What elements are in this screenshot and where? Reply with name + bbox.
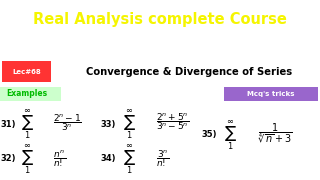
Text: $\dfrac{2^n + 5^n}{3^n - 5^n}$: $\dfrac{2^n + 5^n}{3^n - 5^n}$ bbox=[156, 111, 189, 132]
Text: Real Analysis complete Course: Real Analysis complete Course bbox=[33, 12, 287, 26]
Text: $\dfrac{n^n}{n!}$: $\dfrac{n^n}{n!}$ bbox=[53, 148, 66, 169]
Text: Lec#68: Lec#68 bbox=[12, 69, 41, 75]
Text: $\sum_{1}^{\infty}$: $\sum_{1}^{\infty}$ bbox=[123, 107, 136, 141]
Text: 33): 33) bbox=[101, 120, 116, 129]
Text: $\dfrac{1}{\sqrt[4]{n}+3}$: $\dfrac{1}{\sqrt[4]{n}+3}$ bbox=[258, 121, 292, 145]
Text: 35): 35) bbox=[202, 130, 217, 139]
FancyBboxPatch shape bbox=[0, 87, 61, 101]
Text: 31): 31) bbox=[0, 120, 15, 129]
Text: $\sum_{1}^{\infty}$: $\sum_{1}^{\infty}$ bbox=[123, 142, 136, 176]
Text: Special lectures series for FPSC, PPSC, NTS subject specialist preparation: Special lectures series for FPSC, PPSC, … bbox=[52, 46, 268, 51]
Text: $\sum_{1}^{\infty}$: $\sum_{1}^{\infty}$ bbox=[21, 107, 34, 141]
FancyBboxPatch shape bbox=[2, 61, 51, 82]
Text: Mcq's tricks: Mcq's tricks bbox=[247, 91, 295, 97]
Text: Convergence & Divergence of Series: Convergence & Divergence of Series bbox=[86, 67, 292, 76]
Text: $\dfrac{2^n - 1}{3^n}$: $\dfrac{2^n - 1}{3^n}$ bbox=[53, 112, 82, 133]
Text: 32): 32) bbox=[0, 154, 15, 163]
Text: 34): 34) bbox=[101, 154, 116, 163]
Text: $\dfrac{3^n}{n!}$: $\dfrac{3^n}{n!}$ bbox=[156, 148, 169, 169]
Text: $\sum_{1}^{\infty}$: $\sum_{1}^{\infty}$ bbox=[224, 118, 237, 152]
FancyBboxPatch shape bbox=[224, 87, 318, 101]
Text: Examples: Examples bbox=[6, 89, 48, 98]
Text: $\sum_{1}^{\infty}$: $\sum_{1}^{\infty}$ bbox=[21, 142, 34, 176]
